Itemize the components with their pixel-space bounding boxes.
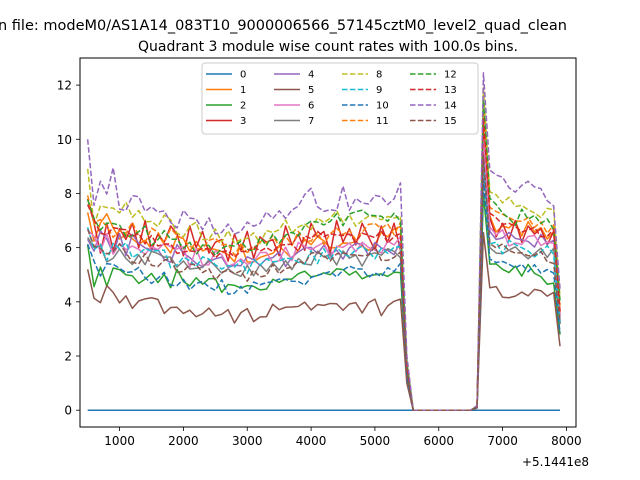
legend-label: 6 bbox=[308, 101, 314, 112]
legend-frame bbox=[201, 62, 479, 135]
legend-label: 0 bbox=[240, 70, 246, 81]
x-axis: 1000 2000 3000 4000 5000 6000 7000 8000 bbox=[104, 427, 582, 448]
legend-label: 2 bbox=[240, 101, 246, 112]
chart-title: Quadrant 3 module wise count rates with … bbox=[138, 39, 518, 55]
y-axis: 0 2 4 6 8 10 12 bbox=[57, 79, 80, 418]
x-tick-label: 3000 bbox=[232, 434, 263, 448]
series-line-14 bbox=[86, 72, 561, 411]
series-line-15 bbox=[86, 154, 561, 411]
y-tick-label: 12 bbox=[57, 79, 72, 93]
legend-label: 8 bbox=[376, 70, 382, 81]
legend-label: 12 bbox=[444, 70, 457, 81]
y-tick-label: 6 bbox=[64, 241, 72, 255]
legend-label: 10 bbox=[376, 101, 389, 112]
y-tick-label: 2 bbox=[64, 350, 72, 364]
series-line-5 bbox=[86, 232, 561, 411]
series-line-13 bbox=[86, 117, 561, 411]
legend-label: 5 bbox=[308, 85, 314, 96]
y-tick-label: 8 bbox=[64, 187, 72, 201]
x-tick-label: 7000 bbox=[487, 434, 518, 448]
y-tick-label: 0 bbox=[64, 404, 72, 418]
legend-label: 14 bbox=[444, 101, 457, 112]
figure-suptitle: n file: modeM0/AS1A14_083T10_9000006566_… bbox=[0, 18, 567, 34]
legend-label: 13 bbox=[444, 85, 457, 96]
legend-label: 4 bbox=[308, 70, 314, 81]
x-tick-label: 5000 bbox=[360, 434, 391, 448]
legend-label: 9 bbox=[376, 85, 382, 96]
series-layer bbox=[86, 72, 561, 411]
x-offset-label: +5.1441e8 bbox=[522, 455, 589, 469]
legend-label: 3 bbox=[240, 116, 246, 127]
x-tick-label: 4000 bbox=[296, 434, 327, 448]
legend-label: 11 bbox=[376, 116, 389, 127]
x-tick-label: 6000 bbox=[423, 434, 454, 448]
y-tick-label: 10 bbox=[57, 133, 72, 147]
legend-label: 1 bbox=[240, 85, 246, 96]
legend-label: 7 bbox=[308, 116, 314, 127]
x-tick-label: 8000 bbox=[551, 434, 582, 448]
series-line-10 bbox=[86, 178, 561, 411]
y-tick-label: 4 bbox=[64, 295, 72, 309]
plot-area-frame bbox=[79, 57, 577, 428]
x-tick-label: 2000 bbox=[168, 434, 199, 448]
x-tick-label: 1000 bbox=[104, 434, 135, 448]
legend-label: 15 bbox=[444, 116, 457, 127]
